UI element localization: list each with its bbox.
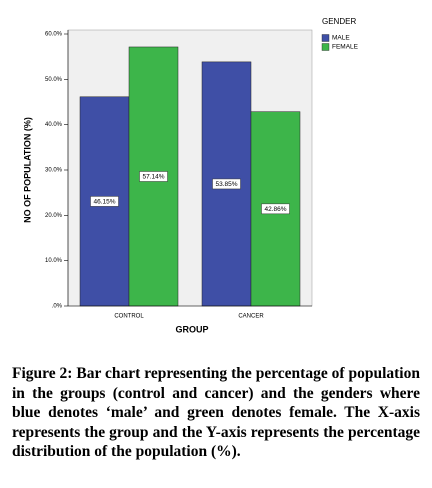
legend-label: FEMALE (332, 44, 359, 51)
y-tick-label: 40.0% (45, 122, 63, 128)
y-tick-label: 30.0% (45, 168, 63, 174)
y-tick-label: 20.0% (45, 213, 63, 219)
x-axis-label: GROUP (175, 324, 208, 334)
x-tick-label: CANCER (238, 314, 264, 320)
value-label: 53.85% (215, 181, 237, 188)
y-axis-label: NO OF POPULATION (%) (22, 117, 32, 223)
caption: Figure 2: Bar chart representing the per… (12, 365, 420, 460)
legend-label: MALE (332, 35, 350, 42)
value-label: 46.15% (93, 199, 115, 206)
chart: GROUP NO OF POPULATION (%) GENDER .0% 10.… (22, 17, 359, 334)
value-label-box (90, 196, 119, 207)
value-label: 57.14% (142, 174, 164, 181)
x-tick-label: CONTROL (114, 314, 144, 320)
value-label-box (212, 178, 241, 190)
legend-title: GENDER (322, 17, 356, 26)
y-tick-label: 50.0% (45, 77, 63, 83)
value-label-box (261, 203, 290, 215)
y-tick-label: 10.0% (45, 258, 63, 264)
y-tick-label: 60.0% (45, 32, 63, 38)
value-label-box (139, 171, 168, 182)
legend-swatch (321, 34, 330, 42)
legend-swatch (321, 43, 330, 51)
value-label: 42.86% (264, 206, 286, 213)
y-tick-label: .0% (52, 304, 63, 310)
